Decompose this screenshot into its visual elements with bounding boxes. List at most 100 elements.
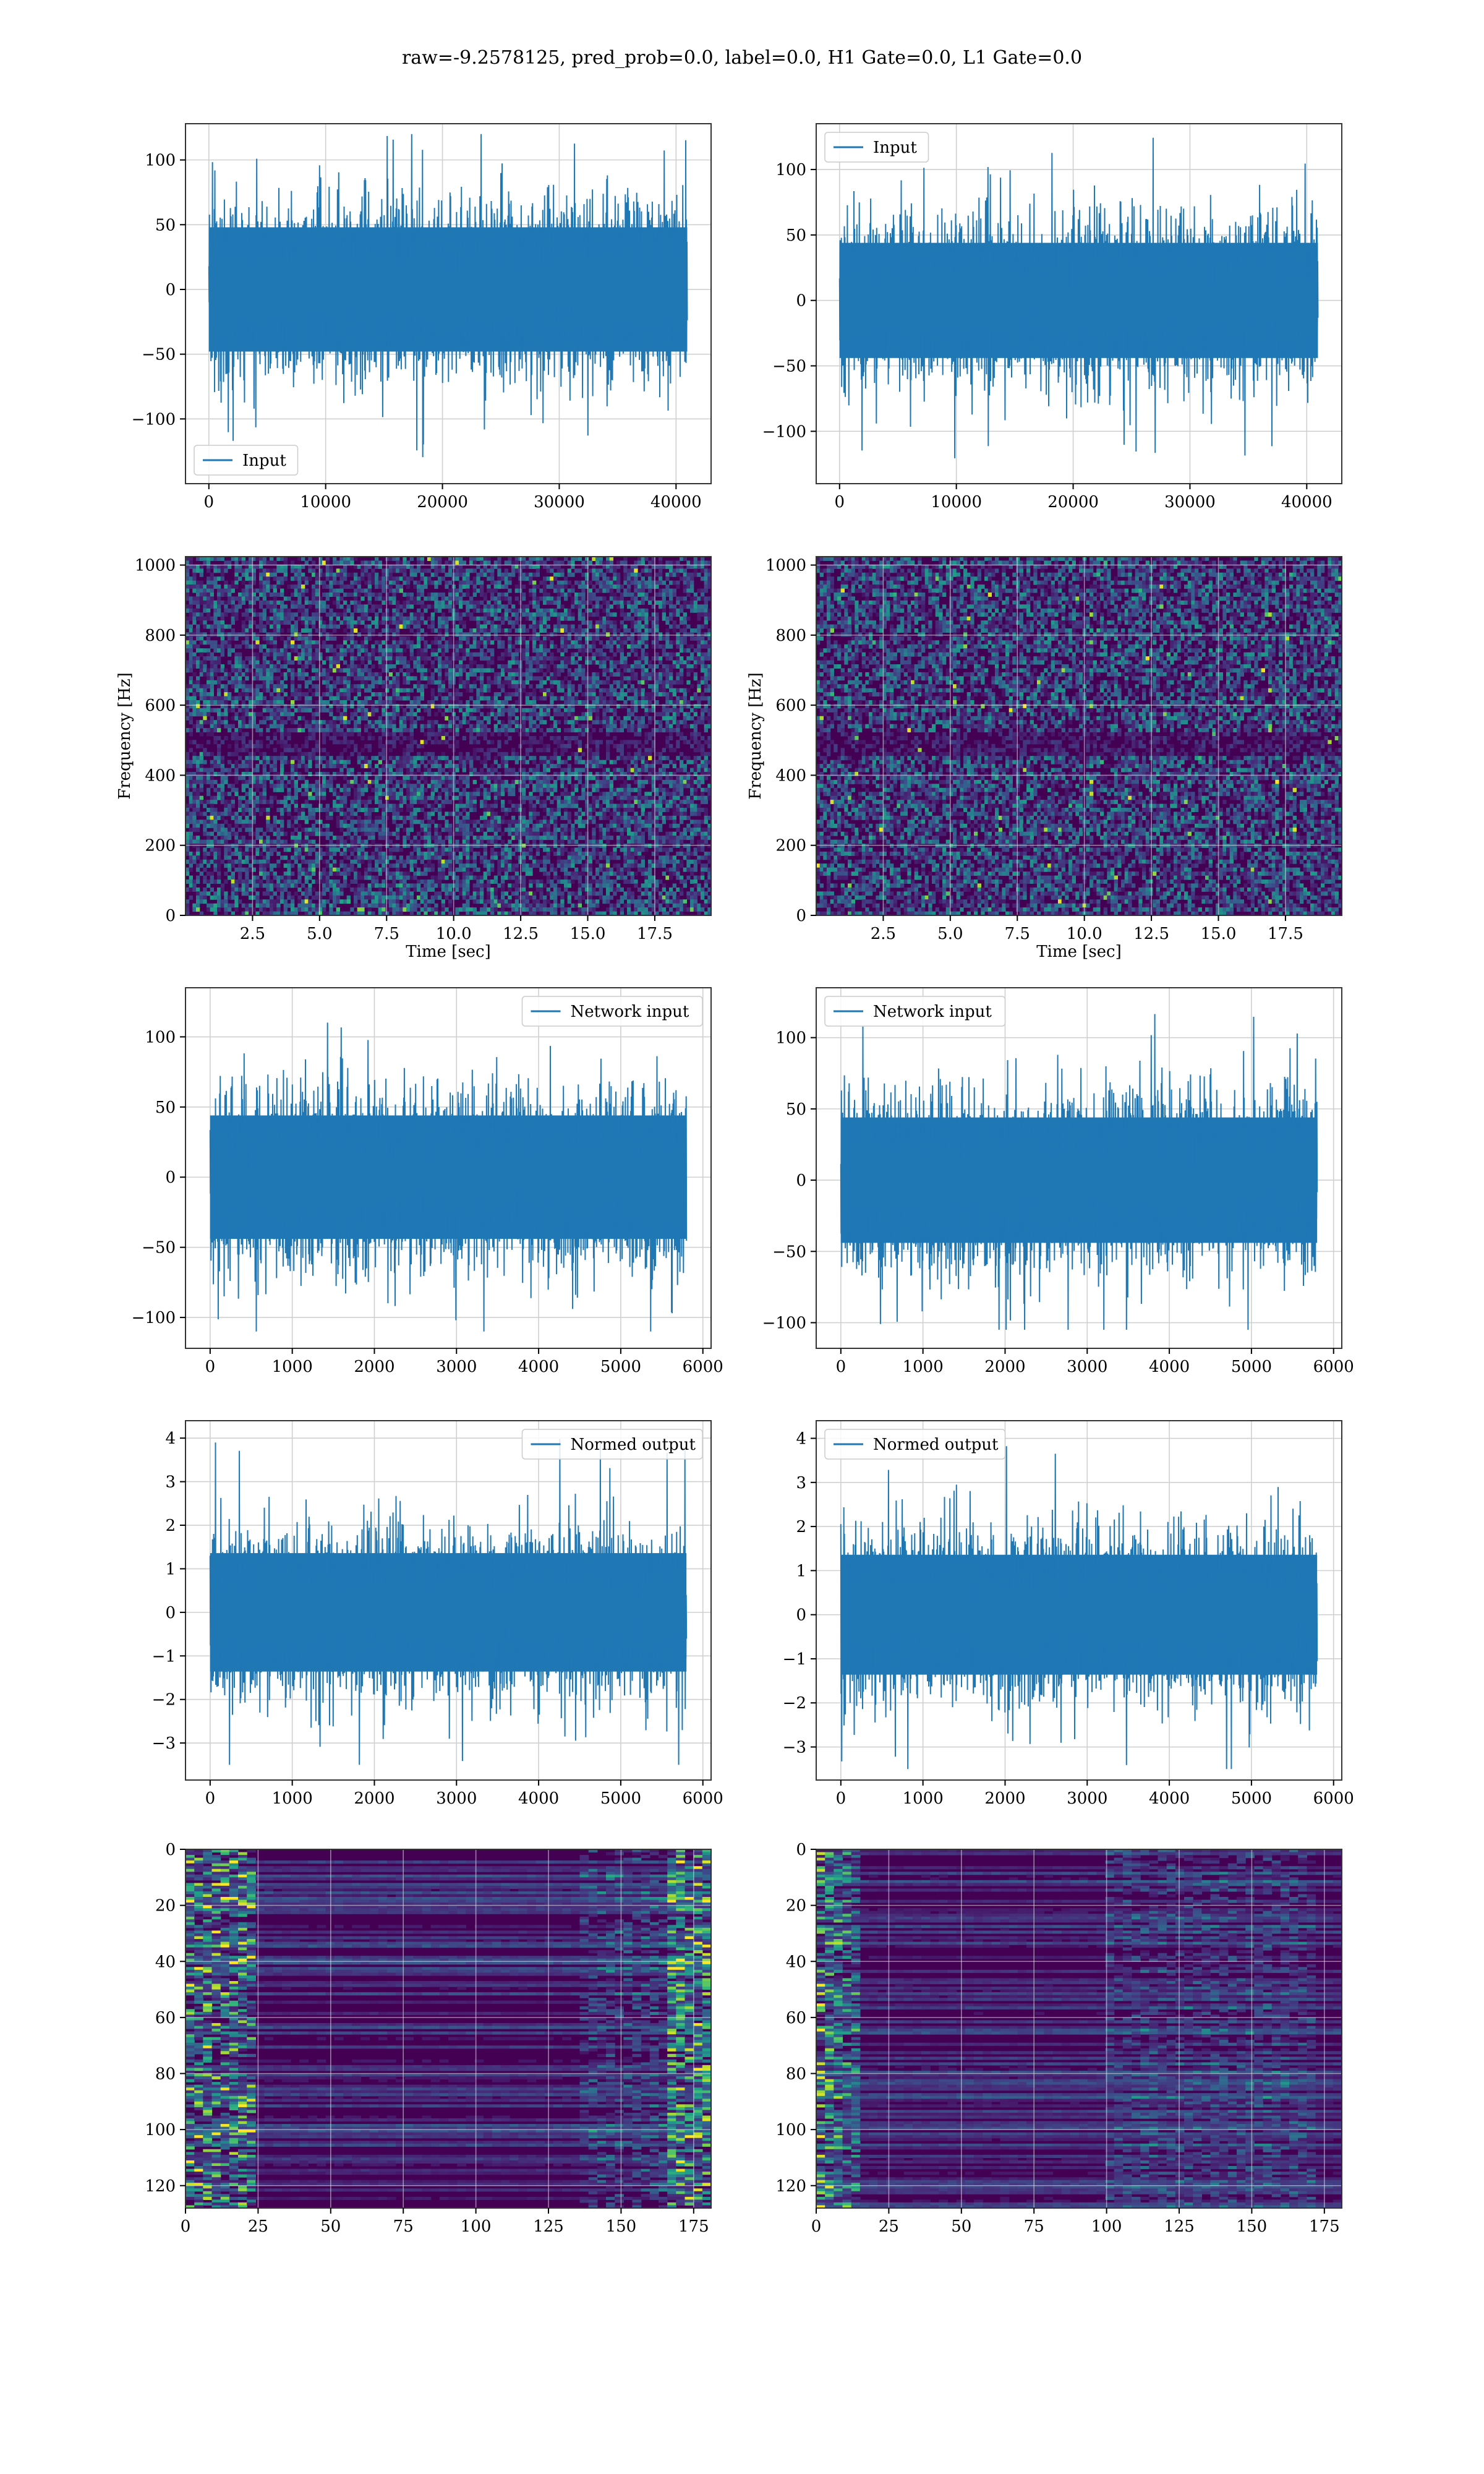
legend-box xyxy=(521,1429,703,1460)
series-line xyxy=(209,1022,688,1332)
heatmap-cells xyxy=(186,1849,711,2208)
axes-frame xyxy=(185,556,712,916)
tick-labels: 2.5 5.0 7.5 10.0 12.5 15.0 17.5 0 200 400 600 800 10… xyxy=(765,557,1303,943)
tick-labels: 0 1000 2000 3000 4000 5000 6000 −100 −50 0 50 100 xyxy=(762,1029,1354,1376)
y-axis-label: Frequency [Hz] xyxy=(116,672,134,800)
y-tick-label: −1 xyxy=(152,1647,176,1666)
x-tick-label: 20000 xyxy=(1047,493,1099,511)
heatmap-cells xyxy=(186,557,711,915)
legend-label: Input xyxy=(242,452,286,470)
x-axis-label: Time [sec] xyxy=(406,943,491,961)
y-tick-label: 0 xyxy=(796,1171,806,1190)
x-tick-label: 125 xyxy=(1164,2217,1195,2236)
panel-r1c1: 0 10000 20000 30000 40000 −100 −50 0 50 100 Input xyxy=(132,123,712,511)
tick-labels: 0 1000 2000 3000 4000 5000 6000 −3 −2 −1 0 1 2 3 4 xyxy=(783,1430,1354,1808)
grid-lines xyxy=(816,557,1342,916)
y-tick-label: 100 xyxy=(145,2121,176,2139)
y-tick-label: 0 xyxy=(165,1604,176,1622)
x-tick-label: 12.5 xyxy=(503,925,539,943)
x-tick-label: 50 xyxy=(320,2217,341,2236)
panel-r5c1: 0 25 50 75 100 125 150 175 0 20 40 60 80 100 120 xyxy=(145,1841,712,2236)
x-tick-label: 6000 xyxy=(683,1789,723,1808)
y-tick-label: 400 xyxy=(145,766,176,785)
x-tick-label: 2000 xyxy=(354,1358,394,1376)
legend: Normed output xyxy=(521,1429,703,1460)
axes-frame xyxy=(816,123,1342,484)
x-tick-label: 10.0 xyxy=(436,925,472,943)
x-tick-label: 5000 xyxy=(600,1358,641,1376)
x-tick-label: 25 xyxy=(879,2217,899,2236)
y-tick-label: −3 xyxy=(783,1739,806,1757)
y-tick-label: −50 xyxy=(142,1239,176,1257)
x-tick-label: 3000 xyxy=(1067,1789,1107,1808)
x-tick-label: 4000 xyxy=(518,1358,559,1376)
x-tick-label: 150 xyxy=(606,2217,637,2236)
x-tick-label: 17.5 xyxy=(1268,925,1303,943)
y-tick-label: −100 xyxy=(762,422,806,441)
y-tick-label: −50 xyxy=(772,1243,806,1261)
x-tick-label: 2.5 xyxy=(871,925,896,943)
x-tick-label: 1000 xyxy=(903,1789,944,1808)
panel-r2c2: 2.5 5.0 7.5 10.0 12.5 15.0 17.5 0 200 400 600 800 10… xyxy=(746,556,1342,961)
y-tick-label: 60 xyxy=(786,2009,806,2027)
x-tick-label: 175 xyxy=(678,2217,709,2236)
y-tick-label: 4 xyxy=(796,1430,806,1449)
heatmap-cells xyxy=(816,557,1342,915)
series-line xyxy=(838,137,1319,458)
heatmap-cells xyxy=(816,1849,1342,2208)
y-tick-label: 1 xyxy=(796,1562,806,1580)
x-tick-label: 10000 xyxy=(300,493,351,511)
y-tick-label: 100 xyxy=(775,2121,806,2139)
x-tick-label: 5.0 xyxy=(307,925,332,943)
x-tick-label: 0 xyxy=(205,1789,216,1808)
legend-box xyxy=(521,996,703,1027)
x-tick-label: 12.5 xyxy=(1133,925,1169,943)
legend: Network input xyxy=(824,996,1006,1027)
panel-r4c1: 0 1000 2000 3000 4000 5000 6000 −3 −2 −1 0 1 2 3 4 Norm… xyxy=(152,1420,723,1808)
y-tick-label: 0 xyxy=(796,292,806,310)
grid-lines xyxy=(186,557,711,916)
x-tick-label: 75 xyxy=(393,2217,414,2236)
panel-r3c1: 0 1000 2000 3000 4000 5000 6000 −100 −50 0 50 100 Ne… xyxy=(132,987,723,1376)
x-tick-label: 125 xyxy=(533,2217,564,2236)
x-tick-label: 40000 xyxy=(650,493,702,511)
tick-labels: 0 25 50 75 100 125 150 175 0 20 40 60 80 100 120 xyxy=(775,1841,1339,2236)
axes-frame xyxy=(185,1849,712,2209)
y-tick-label: 50 xyxy=(786,226,806,245)
x-tick-label: 25 xyxy=(248,2217,268,2236)
tick-labels: 0 1000 2000 3000 4000 5000 6000 −3 −2 −1 0 1 2 3 4 xyxy=(152,1429,723,1808)
y-tick-label: 60 xyxy=(155,2009,176,2027)
x-tick-label: 100 xyxy=(1091,2217,1122,2236)
x-tick-label: 7.5 xyxy=(1005,925,1030,943)
x-tick-label: 2000 xyxy=(984,1789,1025,1808)
panel-r5c2: 0 25 50 75 100 125 150 175 0 20 40 60 80 100 120 xyxy=(775,1841,1342,2236)
x-tick-label: 2000 xyxy=(984,1358,1025,1376)
y-tick-label: −3 xyxy=(152,1734,176,1753)
x-tick-label: 0 xyxy=(836,1789,846,1808)
y-tick-label: 4 xyxy=(165,1429,176,1448)
legend-label: Input xyxy=(873,139,917,157)
y-tick-label: 120 xyxy=(145,2177,176,2196)
figure-title: raw=-9.2578125, pred_prob=0.0, label=0.0… xyxy=(402,47,1082,69)
y-tick-label: 0 xyxy=(796,1841,806,1859)
x-tick-label: 5000 xyxy=(600,1789,641,1808)
x-tick-label: 1000 xyxy=(272,1358,313,1376)
y-tick-label: 800 xyxy=(145,627,176,645)
y-tick-label: 80 xyxy=(786,2065,806,2084)
legend: Network input xyxy=(521,996,703,1027)
legend-box xyxy=(824,132,929,163)
series-line xyxy=(208,134,688,458)
legend: Normed output xyxy=(824,1429,1006,1460)
x-tick-label: 3000 xyxy=(436,1358,477,1376)
y-tick-label: 80 xyxy=(155,2065,176,2084)
x-tick-label: 15.0 xyxy=(570,925,606,943)
x-tick-label: 30000 xyxy=(1164,493,1216,511)
x-tick-label: 30000 xyxy=(534,493,585,511)
y-tick-label: −100 xyxy=(132,1309,176,1327)
x-tick-label: 15.0 xyxy=(1201,925,1237,943)
y-tick-label: 100 xyxy=(775,1029,806,1048)
y-tick-label: 0 xyxy=(165,907,176,925)
x-tick-label: 5000 xyxy=(1231,1358,1272,1376)
x-tick-label: 5.0 xyxy=(937,925,963,943)
y-axis-label: Frequency [Hz] xyxy=(746,672,765,800)
